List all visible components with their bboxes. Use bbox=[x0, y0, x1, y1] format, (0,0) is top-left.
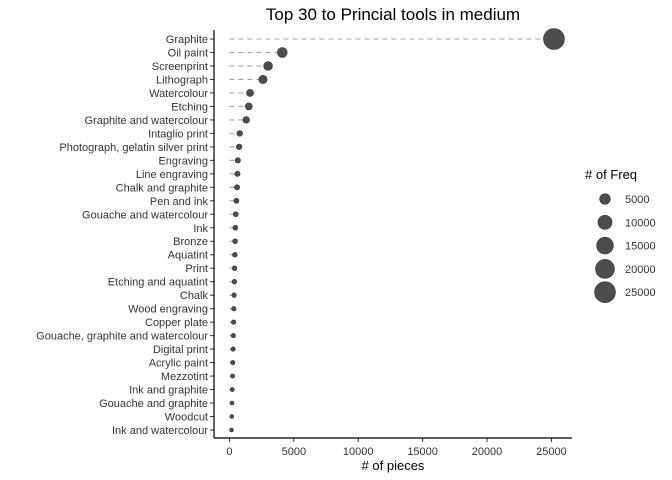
point-17 bbox=[231, 265, 238, 271]
y-tick-label: Oil paint bbox=[168, 47, 208, 59]
point-16 bbox=[232, 252, 238, 258]
legend-key-0 bbox=[599, 193, 611, 205]
y-tick-label: Digital print bbox=[153, 344, 208, 356]
y-tick-label: Gouache and graphite bbox=[99, 398, 208, 410]
point-0 bbox=[543, 28, 565, 50]
point-11 bbox=[234, 184, 240, 191]
x-tick-label: 25000 bbox=[536, 446, 567, 458]
legend-key-4 bbox=[594, 281, 616, 303]
y-tick-label: Ink and graphite bbox=[129, 385, 208, 397]
data-points bbox=[229, 28, 565, 433]
y-tick-label: Chalk bbox=[180, 290, 209, 302]
point-10 bbox=[234, 170, 241, 177]
point-29 bbox=[229, 427, 234, 433]
point-14 bbox=[232, 225, 239, 231]
y-tick-label: Etching and aquatint bbox=[108, 277, 208, 289]
legend-key-3 bbox=[595, 259, 615, 279]
point-25 bbox=[230, 373, 235, 379]
y-tick-label: Watercolour bbox=[149, 88, 208, 100]
y-tick-label: Ink and watercolour bbox=[112, 425, 208, 437]
point-18 bbox=[231, 279, 237, 285]
y-tick-label: Bronze bbox=[173, 236, 208, 248]
y-tick-label: Lithograph bbox=[156, 74, 208, 86]
point-15 bbox=[232, 238, 238, 244]
x-tick-label: 10000 bbox=[343, 446, 374, 458]
y-tick-label: Aquatint bbox=[168, 250, 208, 262]
y-tick-label: Photograph, gelatin silver print bbox=[59, 142, 208, 154]
y-tick-label: Graphite bbox=[166, 34, 208, 46]
point-9 bbox=[234, 157, 241, 164]
x-tick-label: 5000 bbox=[282, 446, 306, 458]
point-21 bbox=[231, 319, 237, 325]
point-24 bbox=[230, 360, 236, 366]
point-1 bbox=[277, 47, 288, 58]
legend-label: 10000 bbox=[625, 217, 656, 229]
legend-label: 25000 bbox=[625, 287, 656, 299]
y-tick-label: Graphite and watercolour bbox=[84, 115, 208, 127]
point-12 bbox=[233, 197, 240, 204]
y-tick-label: Screenprint bbox=[152, 61, 208, 73]
x-tick-label: 15000 bbox=[407, 446, 438, 458]
y-tick-label: Line engraving bbox=[136, 169, 208, 181]
y-tick-label: Engraving bbox=[158, 155, 208, 167]
point-26 bbox=[229, 387, 235, 392]
x-tick-label: 20000 bbox=[472, 446, 503, 458]
point-20 bbox=[231, 306, 237, 312]
point-23 bbox=[230, 346, 236, 352]
legend-key-2 bbox=[596, 236, 614, 255]
legend: # of Freq 5000 10000 15000 20000 25000 bbox=[585, 167, 656, 303]
x-tick-label: 0 bbox=[226, 446, 232, 458]
y-tick-label: Pen and ink bbox=[150, 196, 209, 208]
legend-label: 5000 bbox=[625, 194, 649, 206]
legend-label: 15000 bbox=[625, 241, 656, 253]
y-tick-label: Wood engraving bbox=[128, 304, 208, 316]
x-axis: 0 5000 10000 15000 20000 25000 bbox=[226, 438, 567, 458]
y-tick-label: Print bbox=[185, 263, 208, 275]
legend-label: 20000 bbox=[625, 264, 656, 276]
y-tick-label: Ink bbox=[193, 223, 208, 235]
y-tick-label: Intaglio print bbox=[148, 128, 208, 140]
y-tick-label: Etching bbox=[171, 101, 208, 113]
y-tick-label: Gouache and watercolour bbox=[82, 209, 208, 221]
y-tick-label: Gouache, graphite and watercolour bbox=[36, 331, 208, 343]
lollipop-segments bbox=[229, 38, 554, 431]
y-tick-label: Woodcut bbox=[165, 412, 208, 424]
point-28 bbox=[229, 414, 235, 419]
point-3 bbox=[258, 74, 268, 84]
legend-title: # of Freq bbox=[585, 167, 637, 182]
point-4 bbox=[246, 89, 254, 97]
y-tick-label: Copper plate bbox=[145, 317, 208, 329]
point-8 bbox=[236, 143, 243, 150]
point-7 bbox=[236, 130, 243, 137]
point-27 bbox=[229, 400, 235, 406]
chart-title: Top 30 to Princial tools in medium bbox=[266, 5, 520, 24]
legend-key-1 bbox=[597, 214, 613, 230]
point-19 bbox=[231, 292, 237, 298]
point-13 bbox=[232, 211, 239, 218]
point-5 bbox=[245, 102, 253, 111]
y-tick-label: Mezzotint bbox=[161, 371, 208, 383]
y-tick-label: Chalk and graphite bbox=[116, 182, 208, 194]
point-6 bbox=[242, 116, 250, 124]
point-2 bbox=[263, 61, 273, 71]
point-22 bbox=[230, 333, 236, 339]
x-axis-title: # of pieces bbox=[362, 458, 425, 473]
y-tick-label: Acrylic paint bbox=[149, 358, 208, 370]
